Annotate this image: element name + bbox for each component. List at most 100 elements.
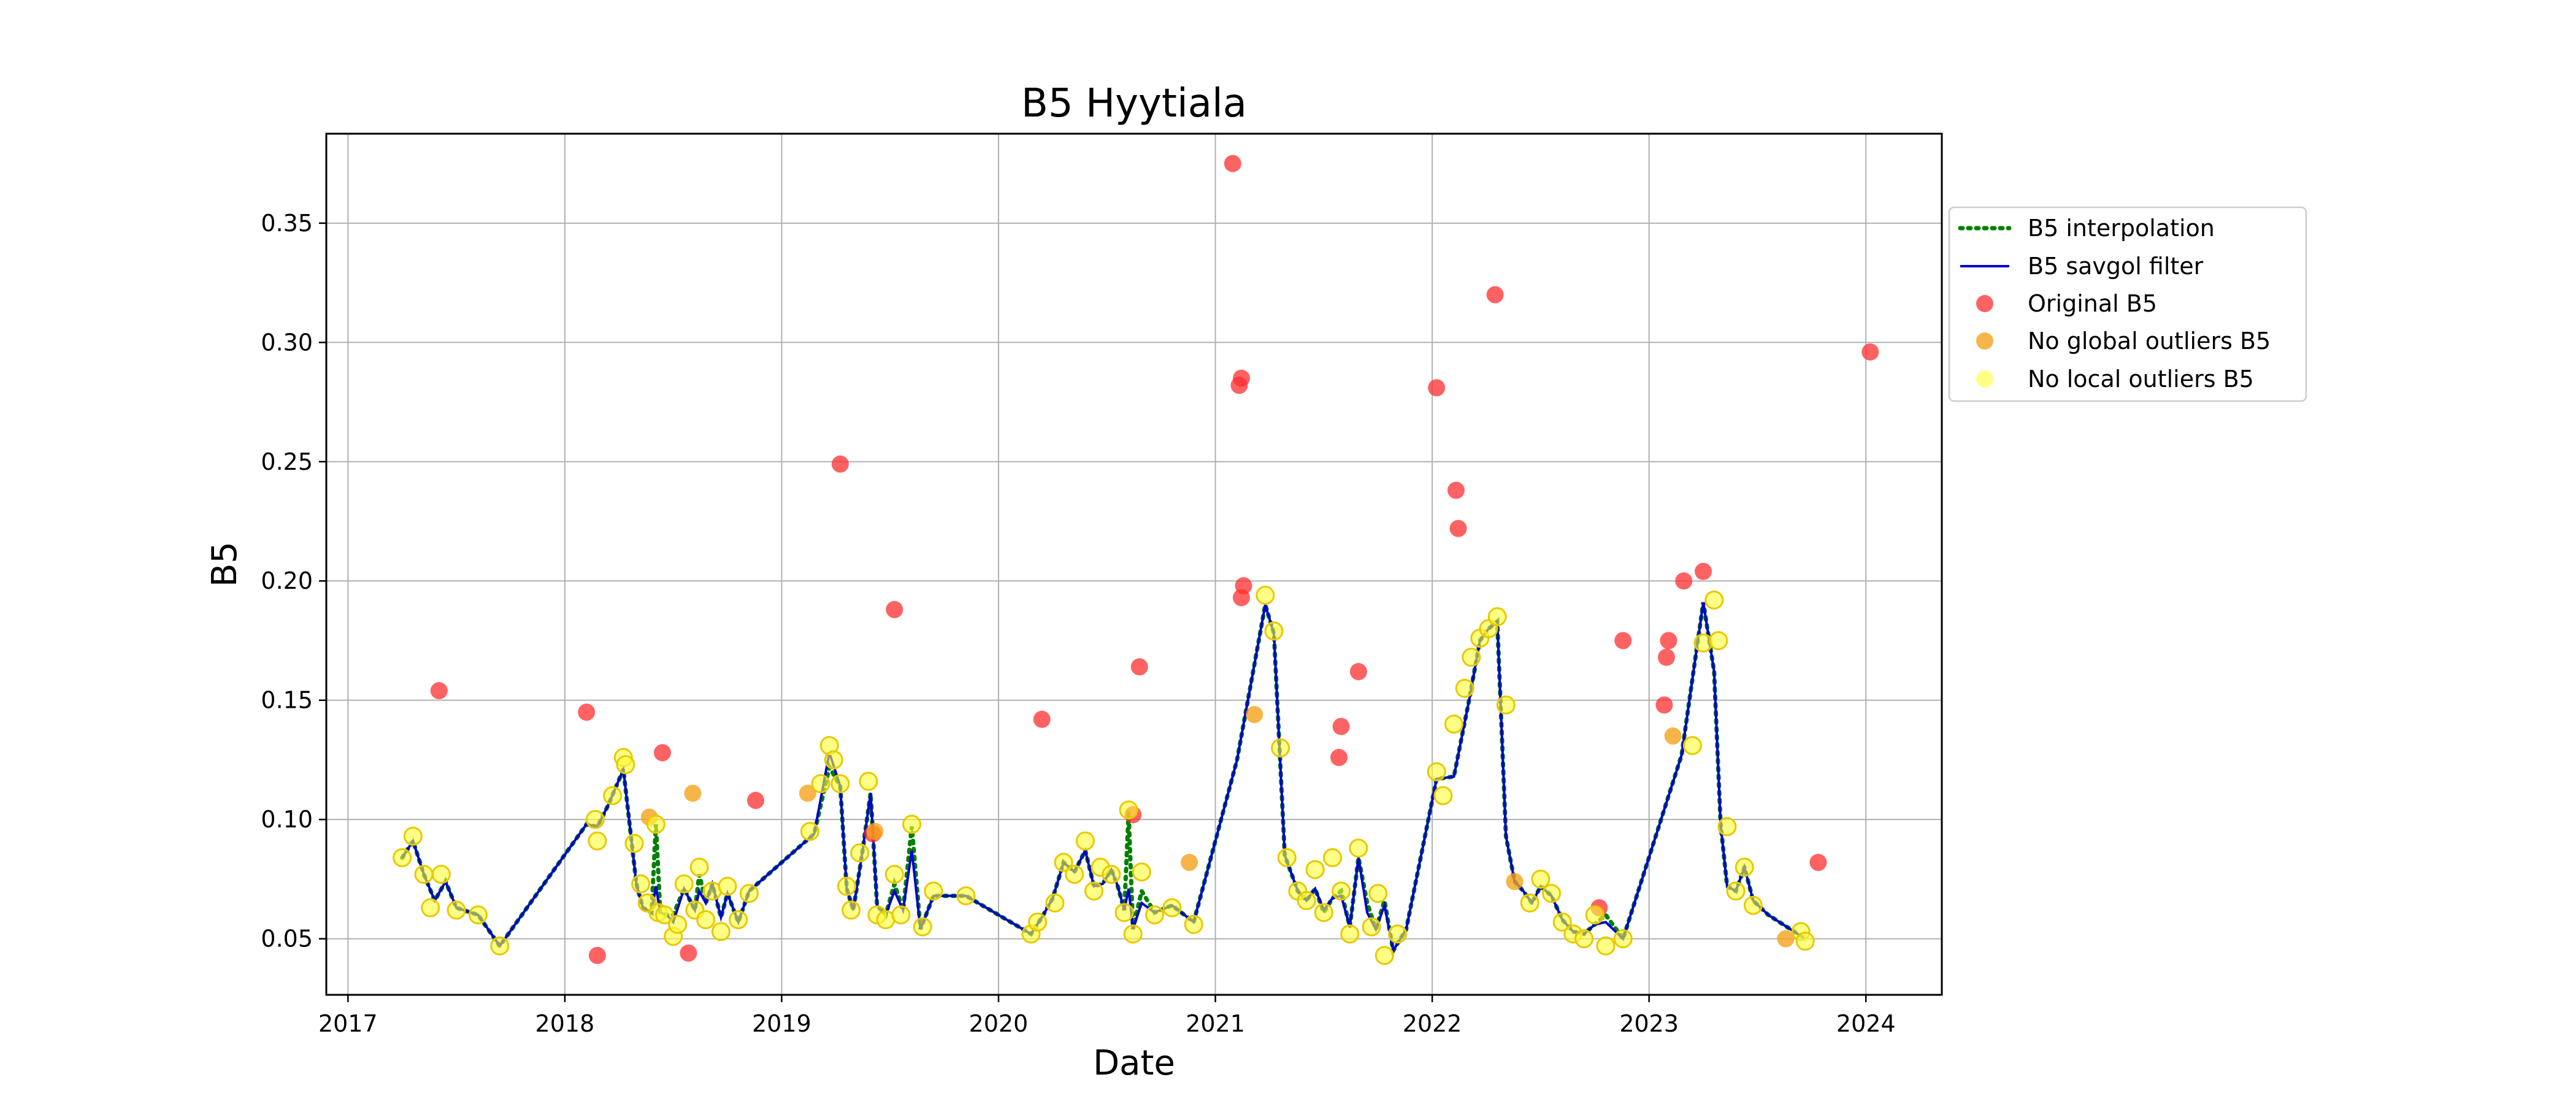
original-point [1330, 749, 1348, 767]
y-tick-label: 0.05 [261, 926, 313, 953]
no-local-outlier-point [1123, 924, 1143, 944]
x-tick-label: 2024 [1836, 1010, 1896, 1037]
no-local-outlier-point [1520, 893, 1539, 913]
no-local-outlier-point [830, 774, 850, 794]
y-tick-label: 0.25 [261, 448, 313, 475]
x-tick-label: 2021 [1186, 1010, 1245, 1037]
no-local-outlier-point [1084, 881, 1104, 901]
no-global-outlier-point [1664, 727, 1682, 745]
no-local-outlier-point [1054, 853, 1073, 872]
no-local-outlier-point [1277, 848, 1297, 867]
no-local-outlier-point [1332, 881, 1351, 901]
x-tick-label: 2020 [969, 1010, 1029, 1037]
no-local-outlier-point [668, 914, 688, 934]
series-layer [393, 155, 1879, 965]
no-local-outlier-point [1462, 648, 1481, 667]
no-local-outlier-point [1065, 865, 1084, 884]
original-point [430, 682, 448, 700]
no-local-outlier-point [1323, 848, 1343, 867]
no-local-outlier-point [490, 936, 510, 956]
original-point [831, 455, 849, 473]
x-axis-label: Date [1093, 1043, 1175, 1083]
original-point [1233, 589, 1251, 607]
no-local-outlier-point [1743, 895, 1763, 915]
no-local-outlier-point [696, 910, 716, 929]
no-local-outlier-point [689, 857, 709, 877]
original-point [1449, 519, 1467, 537]
no-local-outlier-point [913, 917, 932, 937]
original-point [680, 944, 697, 962]
no-local-outlier-point [1132, 862, 1151, 882]
no-global-outlier-point [1181, 854, 1198, 872]
original-point [1332, 718, 1350, 735]
no-local-outlier-point [891, 905, 911, 925]
legend-original-swatch [1976, 295, 1993, 312]
legend-entry-label: No global outliers B5 [2028, 328, 2271, 355]
no-local-outlier-point [1552, 912, 1572, 932]
original-point [1486, 286, 1504, 304]
no-global-outlier-point [1246, 706, 1263, 724]
original-point [1660, 632, 1677, 650]
no-local-outlier-point [624, 834, 644, 853]
original-point [747, 792, 765, 810]
original-point [1033, 710, 1051, 728]
no-local-outlier-point [674, 874, 694, 894]
original-point [1349, 663, 1367, 681]
no-local-outlier-point [841, 900, 861, 920]
no-local-outlier-point [1613, 929, 1633, 949]
no-local-outlier-point [718, 876, 737, 896]
original-point [1447, 481, 1465, 499]
no-local-outlier-point [1682, 736, 1702, 756]
no-local-outlier-point [884, 865, 904, 884]
no-local-outlier-point [1374, 946, 1394, 965]
no-local-outlier-point [800, 822, 819, 841]
no-local-outlier-point [1368, 884, 1388, 903]
y-tick-label: 0.10 [261, 806, 313, 833]
original-point [1224, 155, 1241, 172]
legend-entry-label: No local outliers B5 [2028, 366, 2254, 393]
no-local-outlier-point [1297, 891, 1316, 910]
no-local-outlier-point [1487, 607, 1507, 627]
original-point [1809, 854, 1827, 872]
y-axis-label: B5 [205, 542, 245, 587]
no-local-outlier-point [1795, 931, 1815, 951]
original-point [588, 946, 606, 964]
no-local-outlier-point [1075, 831, 1095, 851]
no-local-outlier-point [1455, 678, 1474, 698]
no-global-outlier-point [1777, 930, 1795, 948]
no-local-outlier-point [859, 772, 878, 791]
no-local-outlier-point [403, 826, 423, 846]
no-local-outlier-point [1444, 715, 1463, 734]
legend-no-global-swatch [1976, 332, 1993, 350]
original-point [886, 600, 903, 618]
original-point [578, 703, 596, 721]
no-local-outlier-point [1542, 884, 1562, 903]
x-tick-label: 2023 [1619, 1010, 1679, 1037]
plot-frame [325, 132, 1943, 996]
x-tick-label: 2017 [318, 1010, 378, 1037]
no-local-outlier-point [1114, 903, 1134, 922]
legend: B5 interpolation B5 savgol filter Original… [1948, 206, 2307, 402]
no-local-outlier-point [1735, 857, 1754, 877]
no-local-outlier-point [811, 774, 830, 794]
no-local-outlier-point [631, 874, 651, 894]
no-local-outlier-point [1388, 924, 1408, 944]
no-local-outlier-point [655, 905, 675, 925]
original-point [1657, 648, 1675, 666]
no-local-outlier-point [1704, 590, 1724, 610]
legend-entry-label: B5 savgol filter [2028, 253, 2204, 280]
no-local-outlier-point [431, 865, 451, 884]
no-local-outlier-point [1271, 738, 1290, 757]
no-local-outlier-point [1574, 929, 1594, 949]
no-global-outlier-point [1506, 873, 1524, 891]
original-point [1233, 369, 1251, 387]
no-local-outlier-point [1362, 917, 1381, 937]
no-local-outlier-point [824, 750, 843, 770]
x-tick-label: 2022 [1403, 1010, 1462, 1037]
original-point [1614, 632, 1632, 650]
chart-title: B5 Hyytiala [1021, 81, 1247, 126]
no-local-outlier-point [1145, 905, 1165, 925]
no-local-outlier-point [1717, 817, 1737, 837]
